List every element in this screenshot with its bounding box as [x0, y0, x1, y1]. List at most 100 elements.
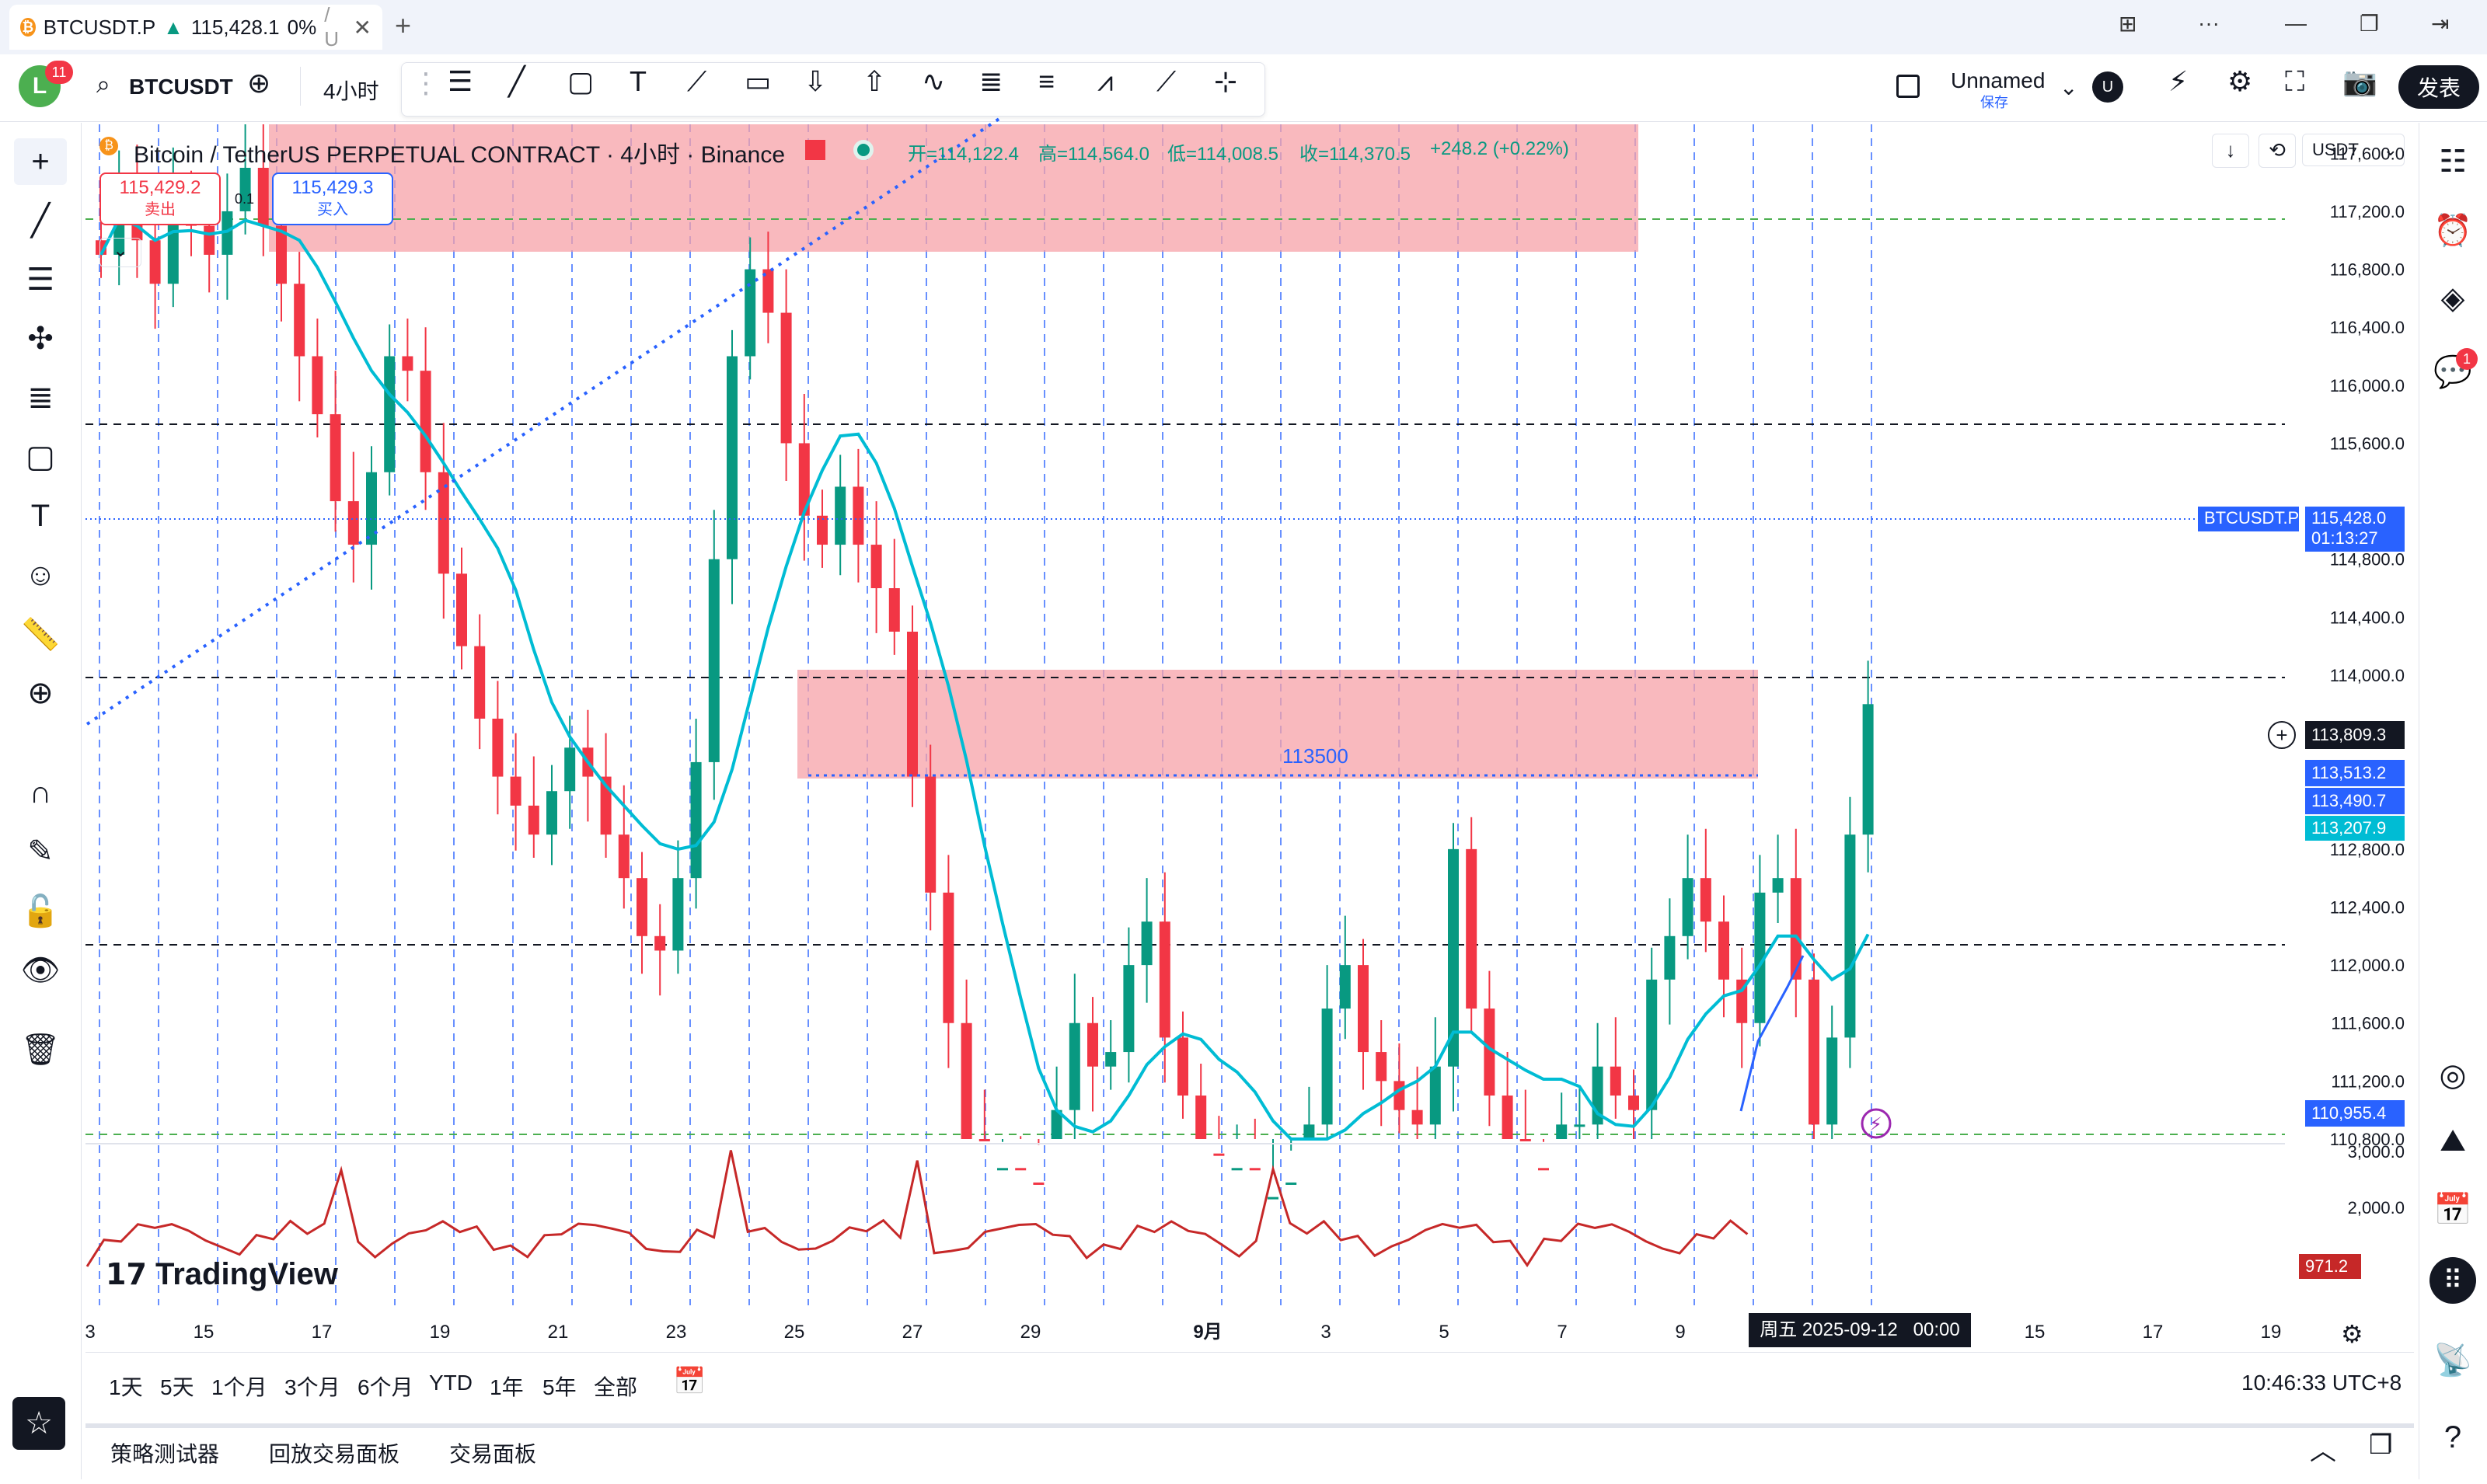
- candle-body: [366, 472, 377, 545]
- ruler-icon[interactable]: 📏: [21, 617, 60, 652]
- symbol-legend-title[interactable]: Bitcoin / TetherUS PERPETUAL CONTRACT · …: [134, 142, 786, 168]
- fib-icon[interactable]: ≣: [979, 65, 1003, 97]
- prediction-tool-icon[interactable]: ≣: [27, 381, 54, 415]
- range-6[interactable]: 1年: [490, 1375, 524, 1399]
- buy-button[interactable]: 115,429.3 买入: [272, 172, 393, 225]
- add-alert-icon[interactable]: +: [2268, 721, 2296, 749]
- crosshair-box-icon[interactable]: ⊹: [1214, 65, 1238, 97]
- date-range-calendar-icon[interactable]: 📅: [673, 1367, 706, 1396]
- range-0[interactable]: 1天: [109, 1375, 143, 1399]
- ray-icon[interactable]: ⟋: [1156, 65, 1177, 97]
- callout-icon[interactable]: ▭: [745, 65, 772, 97]
- interval-selector[interactable]: 4小时: [323, 79, 379, 103]
- currency-selector[interactable]: USDT ⌄: [2302, 134, 2405, 166]
- range-2[interactable]: 1个月: [211, 1375, 267, 1399]
- alarm-clock-icon[interactable]: ⏰: [2433, 213, 2472, 248]
- rectangle-icon[interactable]: ▢: [567, 65, 595, 97]
- close-tab-icon[interactable]: ✕: [353, 15, 371, 40]
- scroll-down-icon[interactable]: ↓: [2212, 134, 2249, 168]
- panel-tab-0[interactable]: 策略测试器: [110, 1442, 220, 1466]
- more-icon[interactable]: ···: [2198, 11, 2220, 35]
- trendline-tool-icon[interactable]: ╱: [30, 204, 51, 238]
- range-4[interactable]: 6个月: [358, 1375, 413, 1399]
- compare-add-icon[interactable]: ⊕: [247, 67, 271, 99]
- chat-badge: 1: [2456, 348, 2478, 370]
- candle-body: [690, 761, 702, 879]
- candle-body: [1376, 1052, 1387, 1082]
- legend-collapse-icon[interactable]: ⌄: [99, 238, 141, 267]
- pattern-icon[interactable]: ⩘: [1097, 65, 1114, 97]
- alert-zap-icon[interactable]: ⚡: [2168, 65, 2189, 97]
- clock[interactable]: 10:46:33 UTC+8: [2241, 1371, 2402, 1395]
- new-tab-icon[interactable]: +: [395, 9, 412, 41]
- chevron-down-icon[interactable]: ⌄: [2060, 75, 2078, 99]
- candle-body: [528, 805, 539, 835]
- apps-grid-icon[interactable]: ⠿: [2429, 1257, 2476, 1304]
- browser-tab[interactable]: ₿ BTCUSDT.P ▲ 115,428.1 0% / U ✕: [9, 3, 382, 51]
- hotlist-icon[interactable]: ⛰: [2440, 1123, 2466, 1158]
- trash-icon[interactable]: 🗑: [20, 1032, 61, 1067]
- camera-icon[interactable]: 📷: [2342, 65, 2377, 97]
- fib-tool-icon[interactable]: ☰: [26, 263, 54, 297]
- hlines-icon[interactable]: ☰: [448, 65, 473, 97]
- arrow-up-icon[interactable]: ⇧: [863, 65, 887, 97]
- candle-body: [943, 892, 954, 1023]
- candle-body: [239, 167, 251, 211]
- range-5[interactable]: YTD: [429, 1371, 473, 1395]
- maximize-panel-icon[interactable]: ❐: [2369, 1430, 2393, 1460]
- time-tick: 23: [666, 1322, 687, 1343]
- range-8[interactable]: 全部: [594, 1375, 638, 1399]
- feed-icon[interactable]: 📡: [2433, 1343, 2472, 1378]
- trendline-icon[interactable]: ╱: [508, 65, 525, 97]
- axis-settings-icon[interactable]: ⚙: [2341, 1320, 2363, 1348]
- symbol-search[interactable]: BTCUSDT: [129, 75, 233, 99]
- panel-tab-1[interactable]: 回放交易面板: [269, 1442, 400, 1466]
- layers-icon[interactable]: ◈: [2440, 281, 2465, 315]
- settings-icon[interactable]: ⚙: [2227, 65, 2253, 97]
- drag-handle-icon[interactable]: ⋮: [412, 67, 440, 99]
- watchlist-icon[interactable]: ☷: [2439, 145, 2467, 179]
- lock-icon[interactable]: 🔓: [21, 894, 60, 928]
- eye-icon[interactable]: 👁: [20, 953, 61, 988]
- arrow-down-icon[interactable]: ⇩: [804, 65, 828, 97]
- pattern-tool-icon[interactable]: ✣: [27, 322, 54, 356]
- magnet-icon[interactable]: ∩: [29, 775, 52, 810]
- sync-icon[interactable]: ⟲: [2259, 134, 2296, 168]
- chevron-up-icon[interactable]: ︿: [2310, 1437, 2336, 1466]
- shape-tool-icon[interactable]: ▢: [26, 440, 55, 474]
- minimize-icon[interactable]: —: [2285, 11, 2307, 35]
- help-icon[interactable]: ?: [2443, 1420, 2462, 1454]
- layout-icon[interactable]: ⊞: [2119, 12, 2137, 36]
- fullscreen-icon[interactable]: ⛶: [2285, 65, 2305, 97]
- text-tool-icon[interactable]: T: [30, 498, 51, 533]
- flag-icon[interactable]: [805, 140, 825, 160]
- tab-change: 0%: [287, 15, 317, 39]
- candle-body: [888, 588, 900, 632]
- search-icon[interactable]: ⌕: [96, 70, 110, 98]
- publish-button[interactable]: 发表: [2398, 65, 2479, 109]
- crosshair-icon[interactable]: +: [14, 138, 67, 185]
- pencil-lock-icon[interactable]: ✎: [27, 834, 54, 869]
- candle-body: [1664, 935, 1676, 980]
- symbol-tag: BTCUSDT.P: [2198, 507, 2299, 531]
- curve-icon[interactable]: ∿: [922, 65, 946, 97]
- range-7[interactable]: 5年: [542, 1375, 577, 1399]
- panel-tab-2[interactable]: 交易面板: [449, 1442, 537, 1466]
- star-favorites-icon[interactable]: ☆: [12, 1397, 65, 1450]
- zoom-in-icon[interactable]: ⊕: [27, 676, 54, 710]
- logout-icon[interactable]: ⇥: [2431, 12, 2450, 36]
- text-icon[interactable]: T: [630, 65, 647, 97]
- calendar-icon[interactable]: 📅: [2433, 1192, 2472, 1227]
- user-avatar[interactable]: U: [2092, 71, 2123, 103]
- select-layout-checkbox[interactable]: [1896, 75, 1920, 98]
- emoji-icon[interactable]: ☺: [24, 557, 57, 592]
- target-icon[interactable]: ◎: [2439, 1058, 2467, 1092]
- channel-icon[interactable]: ≡: [1038, 65, 1055, 97]
- range-3[interactable]: 3个月: [284, 1375, 340, 1399]
- range-1[interactable]: 5天: [160, 1375, 194, 1399]
- layout-name[interactable]: Unnamed: [1951, 68, 2046, 92]
- sell-button[interactable]: 115,429.2 卖出: [99, 172, 221, 225]
- restore-icon[interactable]: ❐: [2360, 12, 2380, 36]
- path-icon[interactable]: ⟋: [687, 65, 707, 97]
